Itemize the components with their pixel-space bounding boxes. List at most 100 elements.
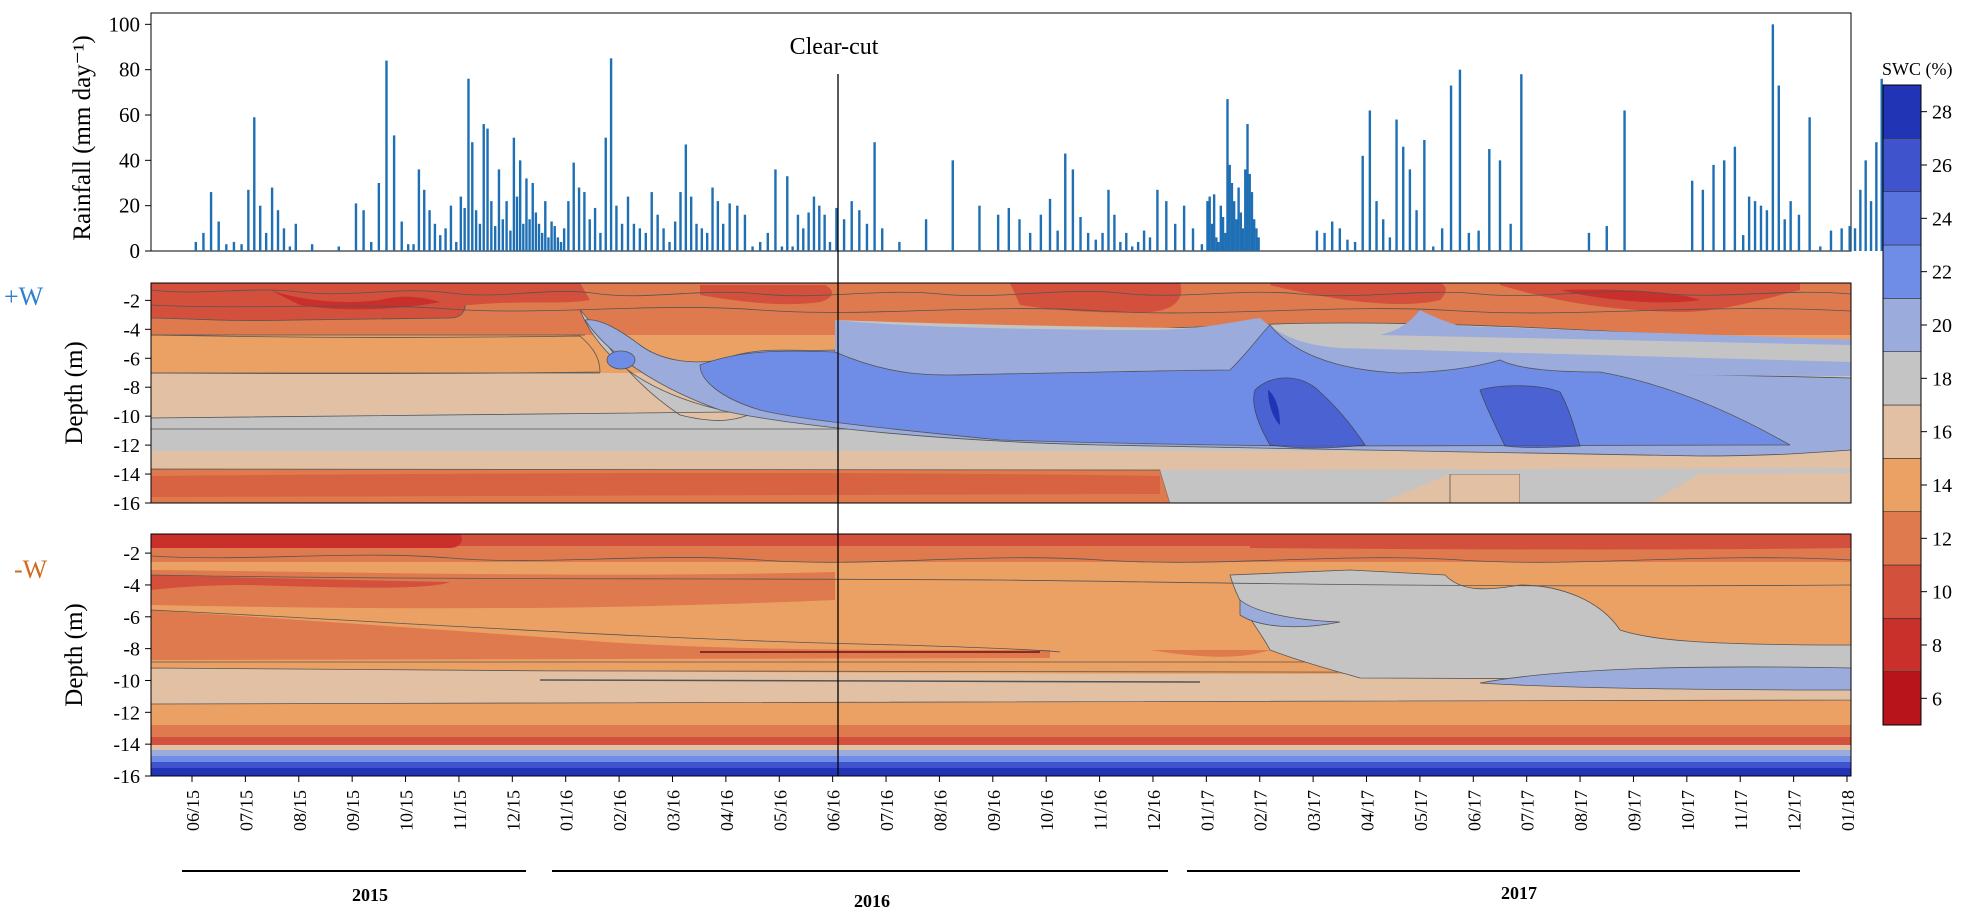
colorbar-tick-label: 14	[1932, 475, 1952, 497]
rainfall-bar	[588, 219, 591, 251]
rainfall-bar	[1007, 207, 1011, 251]
rainfall-bar	[996, 214, 1000, 251]
rainfall-bar	[1136, 241, 1140, 251]
rainfall-bar	[423, 189, 426, 251]
rainfall-bar	[493, 226, 497, 251]
rainfall-bar	[1048, 198, 1052, 251]
minus-w-surface-contours	[151, 609, 1061, 653]
rainfall-bar	[1449, 85, 1453, 252]
rainfall-bar	[828, 241, 832, 251]
minus-w-swc-layer	[151, 768, 1851, 776]
rainfall-bar	[202, 232, 205, 251]
minus-w-y-ticks: -2 -4 -6 -8 -10 -12 -14 -16	[113, 543, 151, 788]
rainfall-bar	[774, 169, 777, 251]
rainfall-bar	[1381, 219, 1385, 251]
rainfall-bar	[1056, 230, 1059, 251]
plus-w-swc-layer	[1160, 468, 1851, 503]
rainfall-bar	[668, 241, 671, 251]
rainfall-bar	[758, 241, 762, 251]
rainfall-bar	[835, 207, 838, 251]
rainfall-bar	[433, 223, 437, 251]
rainfall-bar	[1217, 241, 1220, 251]
rainfall-bar	[1520, 74, 1523, 251]
rainfall-bar	[1723, 160, 1726, 251]
rainfall-bar	[1018, 219, 1021, 251]
rainfall-bar	[865, 223, 869, 251]
x-tick-label: 05/17	[1411, 790, 1431, 831]
colorbar-level	[1882, 244, 1922, 299]
colorbar-level	[1882, 191, 1922, 246]
rainfall-bar	[1257, 237, 1260, 251]
rainfall-bar	[509, 230, 512, 251]
rainfall-bar	[1498, 160, 1502, 251]
x-tick-label: 04/16	[717, 790, 737, 831]
rainfall-bar	[407, 244, 410, 251]
rainfall-bar	[1623, 110, 1626, 251]
rainfall-bar	[644, 232, 647, 251]
rainfall-bar	[534, 212, 538, 251]
rainfall-bar	[1415, 210, 1418, 251]
rainfall-bar	[807, 212, 810, 251]
rainfall-bar	[1848, 226, 1851, 251]
rainfall-bar	[1765, 210, 1769, 251]
rainfall-bar	[294, 223, 298, 251]
rainfall-bar	[1246, 124, 1249, 251]
rainfall-bar	[1733, 146, 1737, 251]
rainfall-bar	[751, 246, 754, 251]
plus-w-swc-layer	[151, 334, 601, 375]
x-tick-label: 08/15	[290, 790, 310, 831]
rainfall-bar	[270, 187, 274, 251]
rainfall-bar	[1423, 139, 1426, 251]
rainfall-bar	[1071, 169, 1075, 251]
rainfall-bar	[1252, 219, 1256, 251]
x-tick-label: 12/15	[503, 790, 523, 831]
rainfall-bar	[1119, 241, 1122, 251]
rainfall-bar	[1869, 201, 1873, 251]
rainfall-bar	[1315, 230, 1319, 251]
plus-w-contour-field	[151, 283, 1851, 503]
plus-w-swc-layer	[1560, 289, 1700, 303]
rainfall-bar	[1182, 205, 1186, 251]
colorbar-tick-label: 24	[1932, 208, 1952, 230]
year-labels: 2015 2016 2017	[182, 870, 1800, 911]
rainfall-bar	[471, 142, 474, 251]
plus-w-swc-layer	[151, 451, 1851, 469]
rainfall-bar	[842, 219, 846, 251]
rainfall-bar	[1212, 194, 1216, 251]
rainfall-bar	[766, 232, 770, 251]
depth-y-tick-label: -10	[113, 670, 140, 692]
rainfall-bar	[716, 201, 720, 251]
minus-w-swc-layer	[151, 737, 1851, 745]
rainfall-bar	[791, 246, 794, 251]
rainfall-bar	[259, 205, 262, 251]
x-tick-label: 02/16	[610, 790, 630, 831]
colorbar-level	[1882, 618, 1922, 672]
plus-w-swc-layer	[1270, 283, 1446, 305]
rainfall-bar	[232, 241, 236, 251]
rainfall-bar	[253, 117, 256, 252]
plus-w-swc-layer	[151, 283, 590, 305]
rainfall-plot-frame	[150, 12, 1852, 252]
rainfall-bar	[1797, 214, 1801, 251]
rainfall-bar	[583, 192, 586, 251]
rainfall-bar	[482, 124, 485, 251]
minus-w-contour-field	[151, 534, 1851, 776]
rainfall-bar	[1125, 232, 1128, 251]
depth-y-tick-label: -2	[123, 543, 140, 565]
rainfall-bar	[695, 223, 698, 251]
minus-w-label: -W	[14, 555, 48, 584]
rainfall-bar	[547, 237, 550, 251]
rainfall-bar	[310, 244, 314, 251]
plus-w-y-axis-label: Depth (m)	[61, 341, 88, 444]
rainfall-bar	[553, 226, 556, 251]
rainfall-bar	[559, 241, 563, 251]
plus-w-swc-layer	[1479, 385, 1581, 448]
rainfall-bar	[1747, 196, 1751, 251]
rainfall-bar	[478, 223, 482, 251]
x-tick-label: 06/15	[183, 790, 203, 831]
x-tick-label: 09/15	[343, 790, 363, 831]
rainfall-y-tick-label: 0	[130, 239, 141, 263]
rainfall-bar	[467, 78, 470, 251]
rainfall-bar	[1165, 201, 1168, 251]
rainfall-bar	[924, 219, 928, 251]
